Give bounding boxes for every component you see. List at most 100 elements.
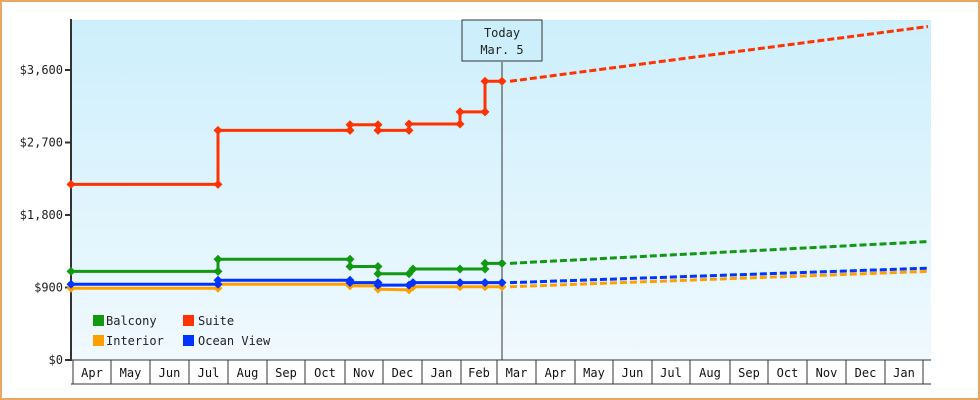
- legend-label: Balcony: [106, 314, 157, 328]
- month-label: Jan: [431, 366, 453, 380]
- month-label: Jul: [198, 366, 220, 380]
- month-cell: Jan: [884, 359, 924, 385]
- forecast-line: [509, 25, 929, 83]
- data-point[interactable]: [480, 76, 490, 86]
- data-point[interactable]: [404, 119, 414, 129]
- data-point[interactable]: [345, 120, 355, 130]
- data-point[interactable]: [213, 179, 223, 189]
- month-cell: Nov: [344, 359, 384, 385]
- data-point[interactable]: [373, 125, 383, 135]
- month-label: Jun: [159, 366, 181, 380]
- legend-item-interior[interactable]: Interior: [93, 334, 164, 348]
- balcony-series: [66, 240, 929, 279]
- month-label: Oct: [314, 366, 336, 380]
- y-tick-label: $2,700: [20, 136, 63, 150]
- month-label: Nov: [816, 366, 838, 380]
- month-cell: Oct: [767, 359, 808, 385]
- data-point[interactable]: [345, 278, 355, 288]
- data-point[interactable]: [66, 279, 76, 289]
- month-cell: Feb: [460, 359, 498, 385]
- y-axis-ticks: $0 $900 $1,800 $2,700 $3,600: [20, 63, 71, 367]
- month-label: Nov: [353, 366, 375, 380]
- suite-swatch: [183, 315, 194, 326]
- month-label: Apr: [545, 366, 567, 380]
- data-point[interactable]: [480, 264, 490, 274]
- month-cell: Jul: [188, 359, 229, 385]
- today-date: Mar. 5: [480, 43, 523, 57]
- month-cell: Aug: [689, 359, 731, 385]
- y-tick-label: $900: [34, 281, 63, 295]
- data-point[interactable]: [455, 278, 465, 288]
- data-point[interactable]: [497, 278, 507, 288]
- data-point[interactable]: [345, 262, 355, 272]
- data-point[interactable]: [213, 275, 223, 285]
- data-point[interactable]: [213, 254, 223, 264]
- month-cell: Jul: [651, 359, 691, 385]
- month-label: Sep: [738, 366, 760, 380]
- month-label: Jan: [893, 366, 915, 380]
- month-cell: Apr: [72, 359, 112, 385]
- data-point[interactable]: [66, 266, 76, 276]
- month-cell: Dec: [382, 359, 423, 385]
- month-label: Dec: [855, 366, 877, 380]
- legend-item-suite[interactable]: Suite: [183, 314, 234, 328]
- month-cell: Apr: [535, 359, 576, 385]
- data-point[interactable]: [497, 258, 507, 268]
- data-point[interactable]: [408, 264, 418, 274]
- data-point[interactable]: [455, 264, 465, 274]
- data-point[interactable]: [373, 269, 383, 279]
- data-point[interactable]: [345, 125, 355, 135]
- month-cell: Dec: [845, 359, 886, 385]
- data-point[interactable]: [455, 107, 465, 117]
- month-label: Mar: [506, 366, 528, 380]
- data-point[interactable]: [213, 266, 223, 276]
- series-lines: [66, 25, 929, 295]
- legend: Balcony Suite Interior Ocean View: [93, 314, 271, 348]
- month-label: Jul: [660, 366, 682, 380]
- data-point[interactable]: [373, 262, 383, 272]
- month-cell: May: [110, 359, 151, 385]
- data-point[interactable]: [404, 125, 414, 135]
- legend-label: Interior: [106, 334, 164, 348]
- month-cell: Jun: [149, 359, 190, 385]
- month-cell: Aug: [227, 359, 268, 385]
- plot-area: [71, 20, 931, 360]
- month-cell: Mar: [496, 359, 537, 385]
- data-point[interactable]: [408, 278, 418, 288]
- y-tick-label: $1,800: [20, 208, 63, 222]
- legend-item-balcony[interactable]: Balcony: [93, 314, 157, 328]
- data-point[interactable]: [480, 258, 490, 268]
- balcony-swatch: [93, 315, 104, 326]
- today-marker: Today Mar. 5: [461, 19, 543, 62]
- month-cell: Jun: [612, 359, 653, 385]
- month-label: Oct: [777, 366, 799, 380]
- data-point[interactable]: [66, 179, 76, 189]
- month-label: May: [583, 366, 605, 380]
- suite-series: [66, 25, 929, 189]
- month-label: Jun: [622, 366, 644, 380]
- data-point[interactable]: [345, 254, 355, 264]
- data-point[interactable]: [480, 278, 490, 288]
- y-tick-label: $0: [49, 353, 63, 367]
- today-label: Today: [484, 26, 520, 40]
- data-point[interactable]: [373, 120, 383, 130]
- month-label: May: [120, 366, 142, 380]
- y-tick-label: $3,600: [20, 63, 63, 77]
- month-label: Feb: [468, 366, 490, 380]
- interior-swatch: [93, 335, 104, 346]
- x-axis-months: Apr May Jun Jul Aug Sep Oct Nov Dec Jan Feb Mar Apr M…: [71, 359, 931, 385]
- ocean-view-series: [66, 266, 929, 290]
- data-point[interactable]: [213, 125, 223, 135]
- legend-item-ocean-view[interactable]: Ocean View: [183, 334, 271, 348]
- data-point[interactable]: [497, 76, 507, 86]
- month-cell: Oct: [304, 359, 346, 385]
- ocean-view-swatch: [183, 335, 194, 346]
- month-label: Aug: [237, 366, 259, 380]
- month-label: Sep: [275, 366, 297, 380]
- month-label: Dec: [392, 366, 414, 380]
- data-point[interactable]: [480, 107, 490, 117]
- month-cell: Sep: [729, 359, 769, 385]
- data-point[interactable]: [373, 280, 383, 290]
- data-point[interactable]: [455, 119, 465, 129]
